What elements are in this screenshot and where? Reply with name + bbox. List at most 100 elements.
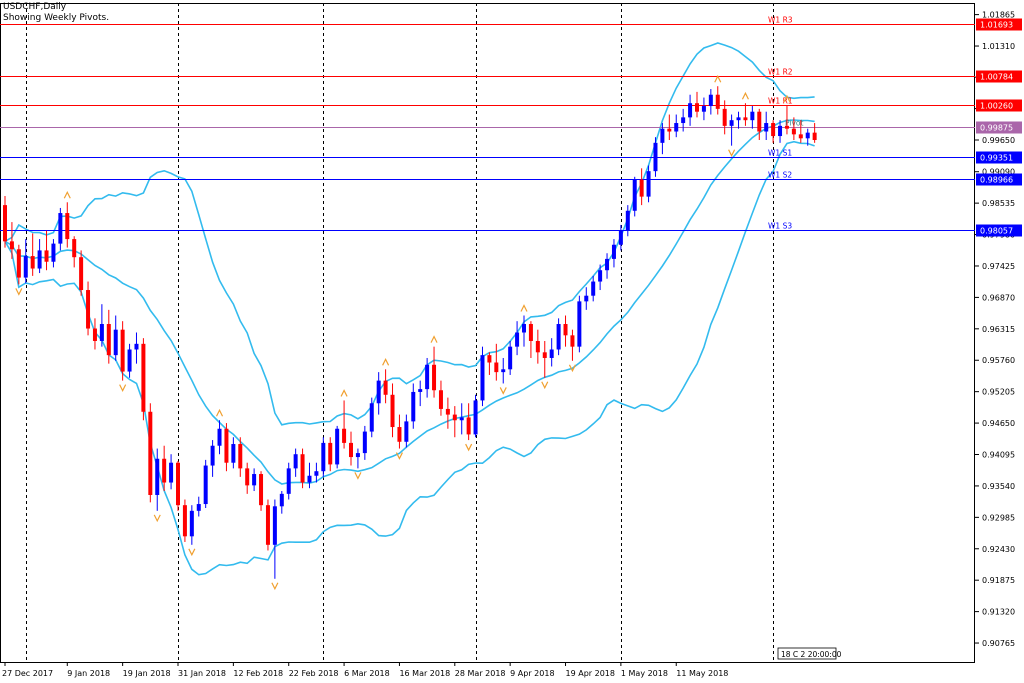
candle-body (92, 328, 97, 341)
candle (328, 437, 333, 472)
price-tag (976, 121, 1022, 134)
band-lower (4, 140, 815, 576)
candle-body (328, 442, 333, 465)
candle-body (715, 94, 720, 109)
candle (556, 318, 561, 356)
candle (314, 462, 319, 483)
candle-body (397, 427, 402, 442)
candle-body (459, 417, 464, 421)
candle (667, 114, 672, 141)
candle (778, 120, 783, 143)
candle (618, 224, 623, 251)
candle-body (432, 364, 437, 391)
candle-body (736, 117, 741, 121)
candle-body (196, 504, 201, 511)
candle-body (618, 230, 623, 245)
y-tick-label: 0.90765 (982, 639, 1015, 648)
fractal-up-icon (215, 408, 224, 417)
pivot-label: W1 S3 (768, 222, 792, 231)
y-tick-label: 0.91320 (982, 608, 1015, 617)
candle-body (418, 389, 423, 392)
y-tick-label: 0.98535 (982, 199, 1015, 208)
candle (362, 425, 367, 460)
candle (591, 275, 596, 302)
candle-body (522, 324, 526, 333)
candle (307, 462, 312, 489)
candle (570, 329, 575, 361)
candle (293, 448, 298, 477)
fractal-up-icon (382, 357, 390, 366)
fractal-up-icon (340, 389, 348, 397)
candle-body (349, 442, 353, 458)
candle (473, 394, 478, 438)
candle-body (16, 249, 21, 278)
price-tag (976, 173, 1022, 186)
candle (286, 462, 291, 500)
candle (72, 236, 77, 268)
candle-body (141, 343, 146, 412)
price-tag-label: 1.00784 (980, 73, 1013, 82)
candle (688, 94, 693, 126)
y-tick-label: 0.95760 (982, 356, 1015, 365)
candle-body (508, 346, 513, 370)
candle (798, 120, 803, 143)
candle (259, 471, 264, 511)
candle (355, 448, 360, 469)
candle-body (528, 324, 533, 341)
candle (584, 287, 589, 310)
candle (196, 496, 201, 517)
candle (598, 264, 603, 291)
period-box (777, 647, 837, 660)
candle (528, 321, 533, 358)
candle (646, 165, 651, 203)
fractal-up-icon (714, 74, 722, 83)
candle (771, 120, 776, 143)
x-tick-label: 1 May 2018 (621, 669, 668, 678)
candle (279, 491, 284, 514)
candle-body (743, 117, 748, 121)
candle-body (293, 454, 298, 469)
candle-body (51, 243, 56, 262)
candle-body (494, 362, 499, 373)
candle (563, 315, 568, 347)
candle (438, 380, 443, 416)
candle (397, 414, 402, 449)
candle (390, 383, 395, 438)
price-tag (976, 70, 1022, 83)
candle (784, 106, 789, 135)
candle-body (750, 111, 755, 121)
fractal-up-icon (520, 304, 528, 312)
candle-body (549, 349, 554, 358)
price-tag-label: 0.98966 (980, 176, 1013, 185)
candle (106, 309, 111, 364)
x-tick-label: 22 Feb 2018 (289, 669, 339, 678)
candle (535, 329, 540, 364)
x-tick-label: 28 Mar 2018 (455, 669, 506, 678)
candle (113, 315, 118, 361)
candle-body (425, 364, 430, 390)
candle-body (44, 250, 49, 262)
candle (757, 108, 762, 141)
candle-body (570, 335, 575, 347)
fractal-down-icon (395, 452, 403, 460)
candle-body (764, 123, 769, 132)
candle (335, 425, 340, 469)
y-tick-label: 1.01865 (982, 11, 1015, 20)
fractal-up-icon (430, 335, 438, 343)
candle-body (598, 270, 603, 282)
candle (182, 499, 187, 542)
candle-body (252, 474, 257, 486)
pivot-label: W1 R2 (768, 68, 793, 77)
candle-body (784, 125, 789, 129)
candle (162, 445, 167, 492)
candle-body (265, 505, 270, 545)
candle-body (556, 324, 561, 350)
candle-body (120, 329, 125, 372)
candle (176, 461, 180, 511)
candle (272, 499, 277, 579)
price-tag-label: 1.01693 (980, 21, 1013, 30)
candle (459, 403, 464, 435)
candle (148, 403, 153, 503)
